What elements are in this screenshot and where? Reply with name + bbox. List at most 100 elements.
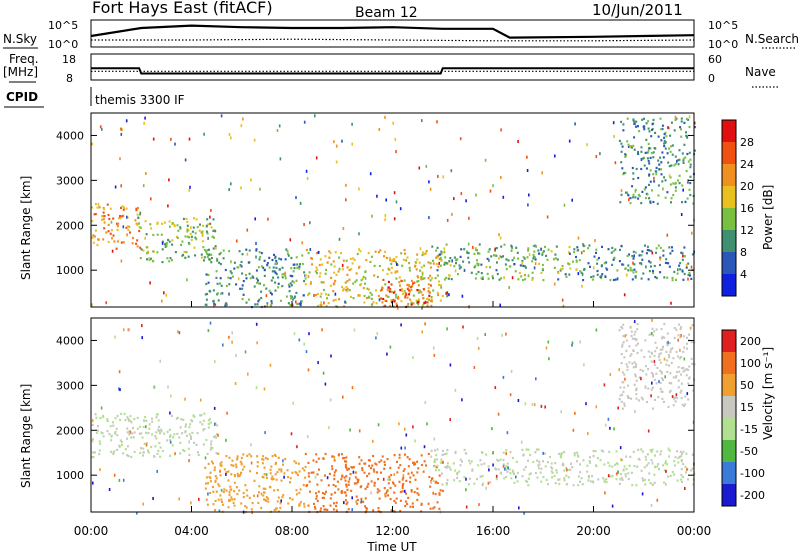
data-cell: [674, 189, 677, 192]
data-cell: [283, 472, 286, 475]
data-cell: [644, 151, 647, 154]
data-cell: [667, 475, 670, 478]
colorbar-segment: [722, 484, 736, 506]
data-cell: [222, 249, 225, 252]
data-cell: [510, 244, 513, 247]
data-cell: [358, 429, 361, 433]
data-cell: [263, 466, 266, 469]
data-cell: [337, 488, 340, 491]
data-cell: [649, 355, 652, 358]
data-cell: [290, 256, 293, 260]
data-cell: [421, 272, 424, 276]
data-cell: [263, 473, 266, 476]
data-cell: [661, 397, 664, 400]
data-cell: [666, 463, 669, 466]
data-cell: [290, 267, 293, 270]
data-cell: [514, 270, 517, 273]
data-cell: [383, 467, 386, 470]
data-cell: [686, 152, 689, 156]
data-cell: [632, 118, 635, 121]
data-cell: [350, 466, 353, 469]
data-cell: [145, 233, 148, 236]
data-cell: [161, 449, 164, 453]
data-cell: [216, 424, 219, 427]
data-cell: [531, 402, 534, 406]
data-cell: [221, 500, 223, 504]
data-cell: [675, 117, 678, 120]
data-cell: [242, 496, 245, 499]
data-cell: [360, 485, 363, 488]
data-cell: [670, 201, 672, 204]
data-cell: [351, 122, 353, 126]
data-cell: [344, 499, 347, 502]
data-cell: [617, 406, 619, 410]
data-cell: [364, 505, 367, 508]
data-cell: [142, 451, 145, 454]
colorbar-tick-label: 100: [740, 357, 761, 370]
data-cell: [439, 489, 442, 492]
data-cell: [406, 296, 409, 299]
data-cell: [463, 248, 466, 251]
data-cell: [533, 250, 536, 253]
data-cell: [366, 485, 369, 488]
data-cell: [283, 272, 286, 276]
data-cell: [504, 263, 507, 266]
data-cell: [495, 474, 498, 478]
data-cell: [213, 466, 216, 469]
data-cell: [625, 455, 628, 458]
data-cell: [216, 282, 219, 285]
data-cell: [546, 461, 549, 464]
data-cell: [129, 415, 132, 418]
data-cell: [390, 262, 393, 265]
data-cell: [196, 432, 199, 435]
data-cell: [126, 416, 129, 419]
data-cell: [322, 281, 325, 284]
data-cell: [227, 479, 230, 482]
data-cell: [393, 454, 396, 457]
data-cell: [340, 252, 342, 255]
data-cell: [635, 167, 638, 171]
data-cell: [240, 260, 243, 264]
data-cell: [139, 451, 142, 454]
data-cell: [210, 208, 212, 212]
data-cell: [633, 148, 636, 151]
data-cell: [214, 435, 217, 438]
data-cell: [94, 229, 97, 232]
data-cell: [568, 245, 571, 249]
data-cell: [425, 164, 428, 168]
data-cell: [131, 242, 134, 245]
data-cell: [412, 282, 414, 286]
data-cell: [577, 484, 580, 487]
noise-panel-frame: [90, 19, 695, 48]
data-cell: [305, 169, 308, 173]
data-cell: [231, 331, 233, 335]
data-cell: [659, 369, 662, 372]
data-cell: [345, 475, 348, 478]
data-cell: [407, 472, 410, 475]
data-cell: [641, 369, 644, 372]
data-cell: [384, 283, 387, 286]
data-cell: [341, 285, 343, 289]
data-cell: [209, 471, 212, 474]
data-cell: [637, 152, 640, 155]
data-cell: [689, 175, 692, 178]
data-cell: [471, 469, 474, 472]
data-cell: [209, 215, 211, 219]
x-tick-label: 20:00: [576, 524, 611, 538]
data-cell: [587, 247, 590, 250]
data-cell: [175, 417, 178, 420]
data-cell: [213, 236, 215, 239]
data-cell: [515, 246, 518, 249]
data-cell: [647, 368, 650, 371]
data-cell: [390, 509, 393, 512]
data-cell: [390, 271, 393, 274]
data-cell: [376, 491, 379, 494]
data-cell: [336, 480, 339, 483]
data-cell: [566, 468, 568, 472]
data-cell: [171, 259, 173, 262]
data-cell: [271, 258, 274, 262]
data-cell: [691, 362, 694, 365]
data-cell: [407, 496, 410, 499]
data-cell: [206, 232, 209, 235]
data-cell: [363, 294, 366, 298]
